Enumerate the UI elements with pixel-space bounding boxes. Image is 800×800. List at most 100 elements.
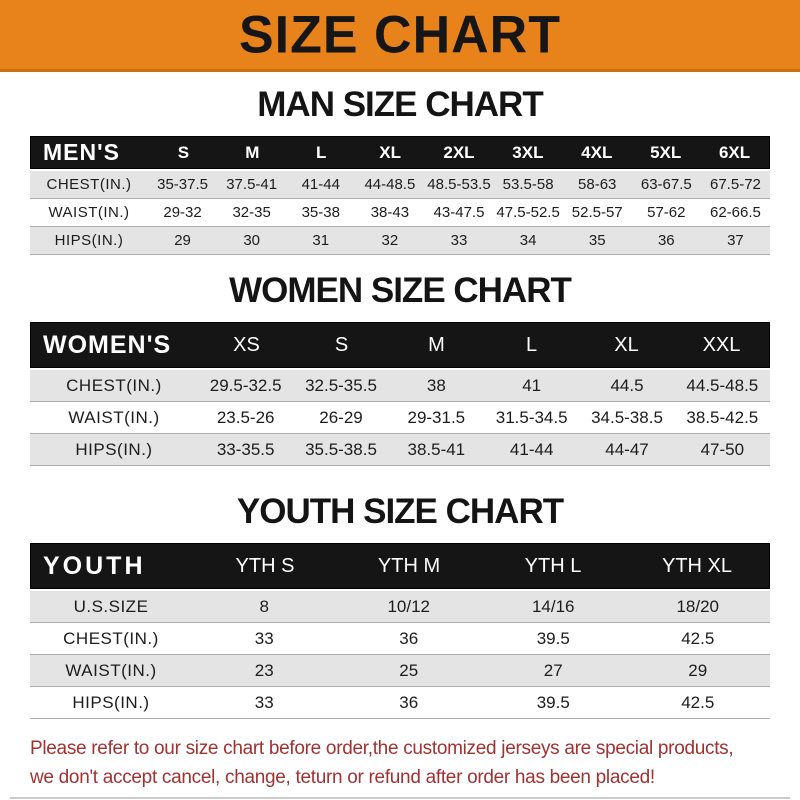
youth-size-table: YOUTH YTH S YTH M YTH L YTH XL U.S.SIZE … [30, 543, 770, 719]
value-cell: 35.5-38.5 [305, 439, 377, 459]
value-cell: 44-47 [605, 439, 649, 459]
value-cell: 36 [657, 232, 675, 249]
youth-chest-row: CHEST(IN.) 33 36 39.5 42.5 [30, 623, 770, 655]
value-cell: 35 [588, 232, 606, 249]
value-cell: 37 [727, 232, 744, 249]
value-cell: 18/20 [676, 596, 720, 616]
women-chest-row: CHEST(IN.) 29.5-32.5 32.5-35.5 38 41 44.… [30, 370, 770, 402]
men-size-header: 3XL [512, 142, 544, 162]
women-size-header: XL [614, 333, 639, 356]
row-label: CHEST(IN.) [66, 375, 162, 395]
value-cell: 29 [174, 232, 191, 249]
value-cell: 38 [426, 375, 446, 395]
men-size-header: M [245, 142, 260, 162]
youth-size-header: YTH L [524, 554, 582, 577]
value-cell: 47-50 [700, 439, 745, 459]
row-label: HIPS(IN.) [54, 232, 124, 249]
value-cell: 33 [254, 628, 274, 648]
value-cell: 41-44 [301, 176, 340, 193]
value-cell: 38-43 [370, 204, 410, 221]
page-title: SIZE CHART [239, 4, 561, 65]
banner: SIZE CHART [0, 0, 800, 72]
value-cell: 29.5-32.5 [209, 375, 282, 395]
value-cell: 48.5-53.5 [427, 176, 491, 193]
women-size-table: WOMEN'S XS S M L XL XXL CHEST(IN.) 29.5-… [30, 322, 770, 466]
value-cell: 27 [543, 660, 563, 680]
value-cell: 43-47.5 [433, 204, 485, 221]
value-cell: 37.5-41 [226, 176, 278, 193]
men-chest-row: CHEST(IN.) 35-37.5 37.5-41 41-44 44-48.5… [30, 171, 770, 199]
value-cell: 53.5-58 [502, 176, 554, 193]
value-cell: 33-35.5 [216, 439, 275, 459]
value-cell: 29 [688, 660, 708, 680]
value-cell: 47.5-52.5 [496, 204, 560, 221]
men-table-header-row: MEN'S S M L XL 2XL 3XL 4XL 5XL 6XL [30, 136, 770, 169]
men-size-header: 5XL [650, 142, 682, 162]
women-size-header: L [525, 333, 538, 356]
men-size-table: MEN'S S M L XL 2XL 3XL 4XL 5XL 6XL CHEST… [30, 136, 770, 255]
value-cell: 41-44 [509, 439, 554, 459]
women-size-header: M [428, 333, 445, 356]
value-cell: 36 [399, 628, 419, 648]
value-cell: 44.5-48.5 [686, 375, 759, 395]
women-hips-row: HIPS(IN.) 33-35.5 35.5-38.5 38.5-41 41-4… [30, 434, 770, 466]
value-cell: 8 [259, 596, 269, 616]
women-waist-row: WAIST(IN.) 23.5-26 26-29 29-31.5 31.5-34… [30, 402, 770, 434]
value-cell: 31.5-34.5 [495, 407, 568, 427]
value-cell: 58-63 [578, 176, 617, 193]
women-size-header: XXL [702, 333, 741, 356]
men-table-corner-label: MEN'S [43, 139, 120, 165]
value-cell: 57-62 [647, 204, 686, 221]
men-size-header: L [316, 142, 327, 162]
youth-size-header: YTH S [235, 554, 295, 577]
youth-hips-row: HIPS(IN.) 33 36 39.5 42.5 [30, 687, 770, 719]
value-cell: 42.5 [681, 692, 715, 712]
disclaimer: Please refer to our size chart before or… [30, 734, 800, 792]
value-cell: 34.5-38.5 [591, 407, 663, 427]
value-cell: 34 [519, 232, 537, 249]
value-cell: 42.5 [681, 628, 715, 648]
women-section-heading: WOMEN SIZE CHART [229, 271, 572, 310]
row-label: U.S.SIZE [73, 596, 149, 616]
value-cell: 26-29 [319, 407, 363, 427]
value-cell: 35-38 [301, 204, 340, 221]
youth-ussize-row: U.S.SIZE 8 10/12 14/16 18/20 [30, 591, 770, 623]
women-size-header: S [334, 333, 349, 356]
women-table-corner-label: WOMEN'S [43, 330, 172, 359]
men-hips-row: HIPS(IN.) 29 30 31 32 33 34 35 36 37 [30, 227, 770, 255]
value-cell: 39.5 [536, 692, 570, 712]
women-table-header-row: WOMEN'S XS S M L XL XXL [30, 322, 770, 368]
row-label: WAIST(IN.) [68, 407, 160, 427]
row-label: WAIST(IN.) [48, 204, 130, 221]
disclaimer-line-2: we don't accept cancel, change, teturn o… [30, 767, 655, 788]
value-cell: 32.5-35.5 [305, 375, 377, 395]
men-size-header: 2XL [443, 142, 475, 162]
value-cell: 44.5 [610, 375, 644, 395]
value-cell: 29-32 [163, 204, 202, 221]
youth-waist-row: WAIST(IN.) 23 25 27 29 [30, 655, 770, 687]
women-size-header: XS [233, 333, 260, 356]
value-cell: 44-48.5 [364, 176, 416, 193]
value-cell: 39.5 [536, 628, 570, 648]
youth-table-corner-label: YOUTH [43, 551, 146, 580]
value-cell: 62-66.5 [710, 204, 761, 221]
value-cell: 29-31.5 [407, 407, 466, 427]
value-cell: 30 [243, 232, 260, 249]
value-cell: 35-37.5 [157, 176, 208, 193]
row-label: HIPS(IN.) [72, 692, 150, 712]
disclaimer-line-1: Please refer to our size chart before or… [30, 738, 734, 759]
value-cell: 31 [312, 232, 330, 249]
value-cell: 10/12 [387, 596, 431, 616]
men-size-header: XL [379, 142, 401, 162]
value-cell: 32-35 [232, 204, 271, 221]
youth-size-header: YTH XL [661, 554, 733, 577]
value-cell: 41 [522, 375, 542, 395]
row-label: WAIST(IN.) [65, 660, 157, 680]
youth-table-header-row: YOUTH YTH S YTH M YTH L YTH XL [30, 543, 770, 589]
youth-section-heading: YOUTH SIZE CHART [236, 492, 564, 531]
value-cell: 32 [381, 232, 399, 249]
men-size-header: 4XL [581, 142, 613, 162]
row-label: HIPS(IN.) [75, 439, 153, 459]
value-cell: 38.5-42.5 [686, 407, 759, 427]
